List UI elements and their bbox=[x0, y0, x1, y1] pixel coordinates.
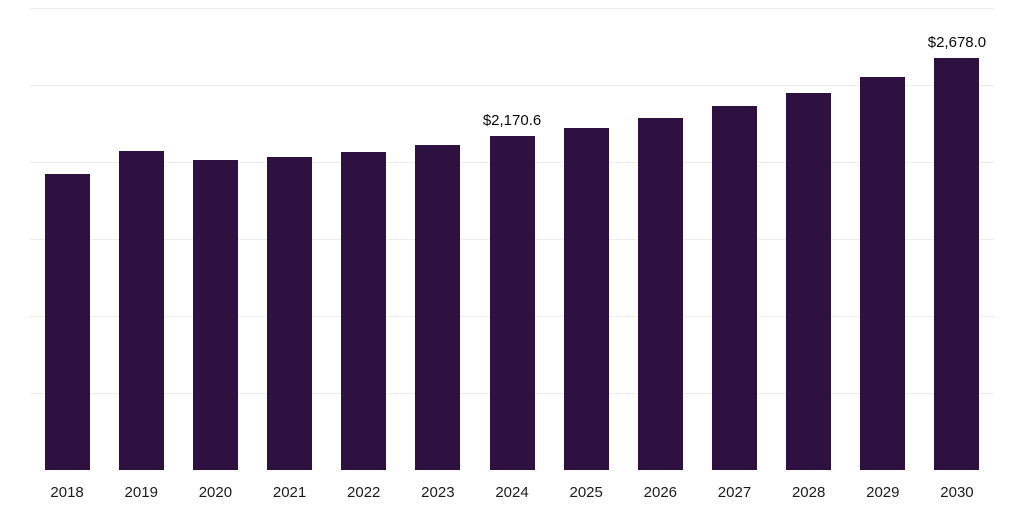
x-axis-label-2026: 2026 bbox=[643, 484, 678, 501]
x-axis: 2018 2019 2020 2021 2022 2023 2024 2025 2026 2027… bbox=[30, 470, 994, 501]
bar-2029 bbox=[860, 76, 906, 470]
bar-2020 bbox=[192, 159, 238, 470]
bar-group-2026 bbox=[623, 8, 697, 470]
plot-area: $2,170.6 $2,678.0 bbox=[30, 8, 994, 470]
bar-group-2028 bbox=[772, 8, 846, 470]
bar-group-2030: $2,678.0 bbox=[920, 8, 994, 470]
x-axis-label-2019: 2019 bbox=[124, 484, 158, 501]
bar-2019 bbox=[118, 151, 164, 470]
bar-value-label-2030: $2,678.0 bbox=[927, 33, 987, 51]
bars-container: $2,170.6 $2,678.0 bbox=[30, 8, 994, 470]
x-axis-label-2030: 2030 bbox=[940, 484, 974, 501]
bar-2021 bbox=[267, 156, 313, 470]
bar-group-2022 bbox=[327, 8, 401, 470]
x-axis-label-2028: 2028 bbox=[791, 484, 826, 501]
bar-group-2018 bbox=[30, 8, 104, 470]
bar-group-2020 bbox=[178, 8, 252, 470]
bar-group-2027 bbox=[697, 8, 771, 470]
x-axis-label-2029: 2029 bbox=[866, 484, 900, 501]
x-axis-label-2023: 2023 bbox=[421, 484, 455, 501]
x-axis-label-2024: 2024 bbox=[495, 484, 529, 501]
bar-2023 bbox=[415, 145, 461, 470]
gridline-2500 bbox=[30, 84, 994, 86]
bar-2026 bbox=[637, 118, 683, 470]
x-axis-label-2021: 2021 bbox=[272, 484, 307, 501]
bar-2022 bbox=[341, 152, 387, 470]
x-axis-label-2027: 2027 bbox=[717, 484, 752, 501]
x-axis-label-2018: 2018 bbox=[50, 484, 84, 501]
x-axis-label-2025: 2025 bbox=[569, 484, 603, 501]
bar-group-2019 bbox=[104, 8, 178, 470]
bar-2025 bbox=[563, 128, 609, 470]
bar-group-2021 bbox=[252, 8, 326, 470]
bar-2028 bbox=[786, 92, 832, 470]
bar-group-2024: $2,170.6 bbox=[475, 8, 549, 470]
bar-group-2029 bbox=[846, 8, 920, 470]
bar-chart: $2,170.6 $2,678.0 2018 2019 2020 2021 2022 202… bbox=[30, 0, 994, 512]
bar-2024 bbox=[489, 135, 535, 470]
bar-value-label-2024: $2,170.6 bbox=[482, 111, 542, 129]
bar-group-2025 bbox=[549, 8, 623, 470]
bar-2027 bbox=[711, 105, 757, 470]
x-axis-label-2020: 2020 bbox=[198, 484, 233, 501]
bar-2018 bbox=[44, 173, 90, 470]
x-axis-label-2022: 2022 bbox=[347, 484, 381, 501]
bar-2030 bbox=[934, 57, 980, 470]
gridline-3000 bbox=[30, 8, 994, 9]
bar-group-2023 bbox=[401, 8, 475, 470]
